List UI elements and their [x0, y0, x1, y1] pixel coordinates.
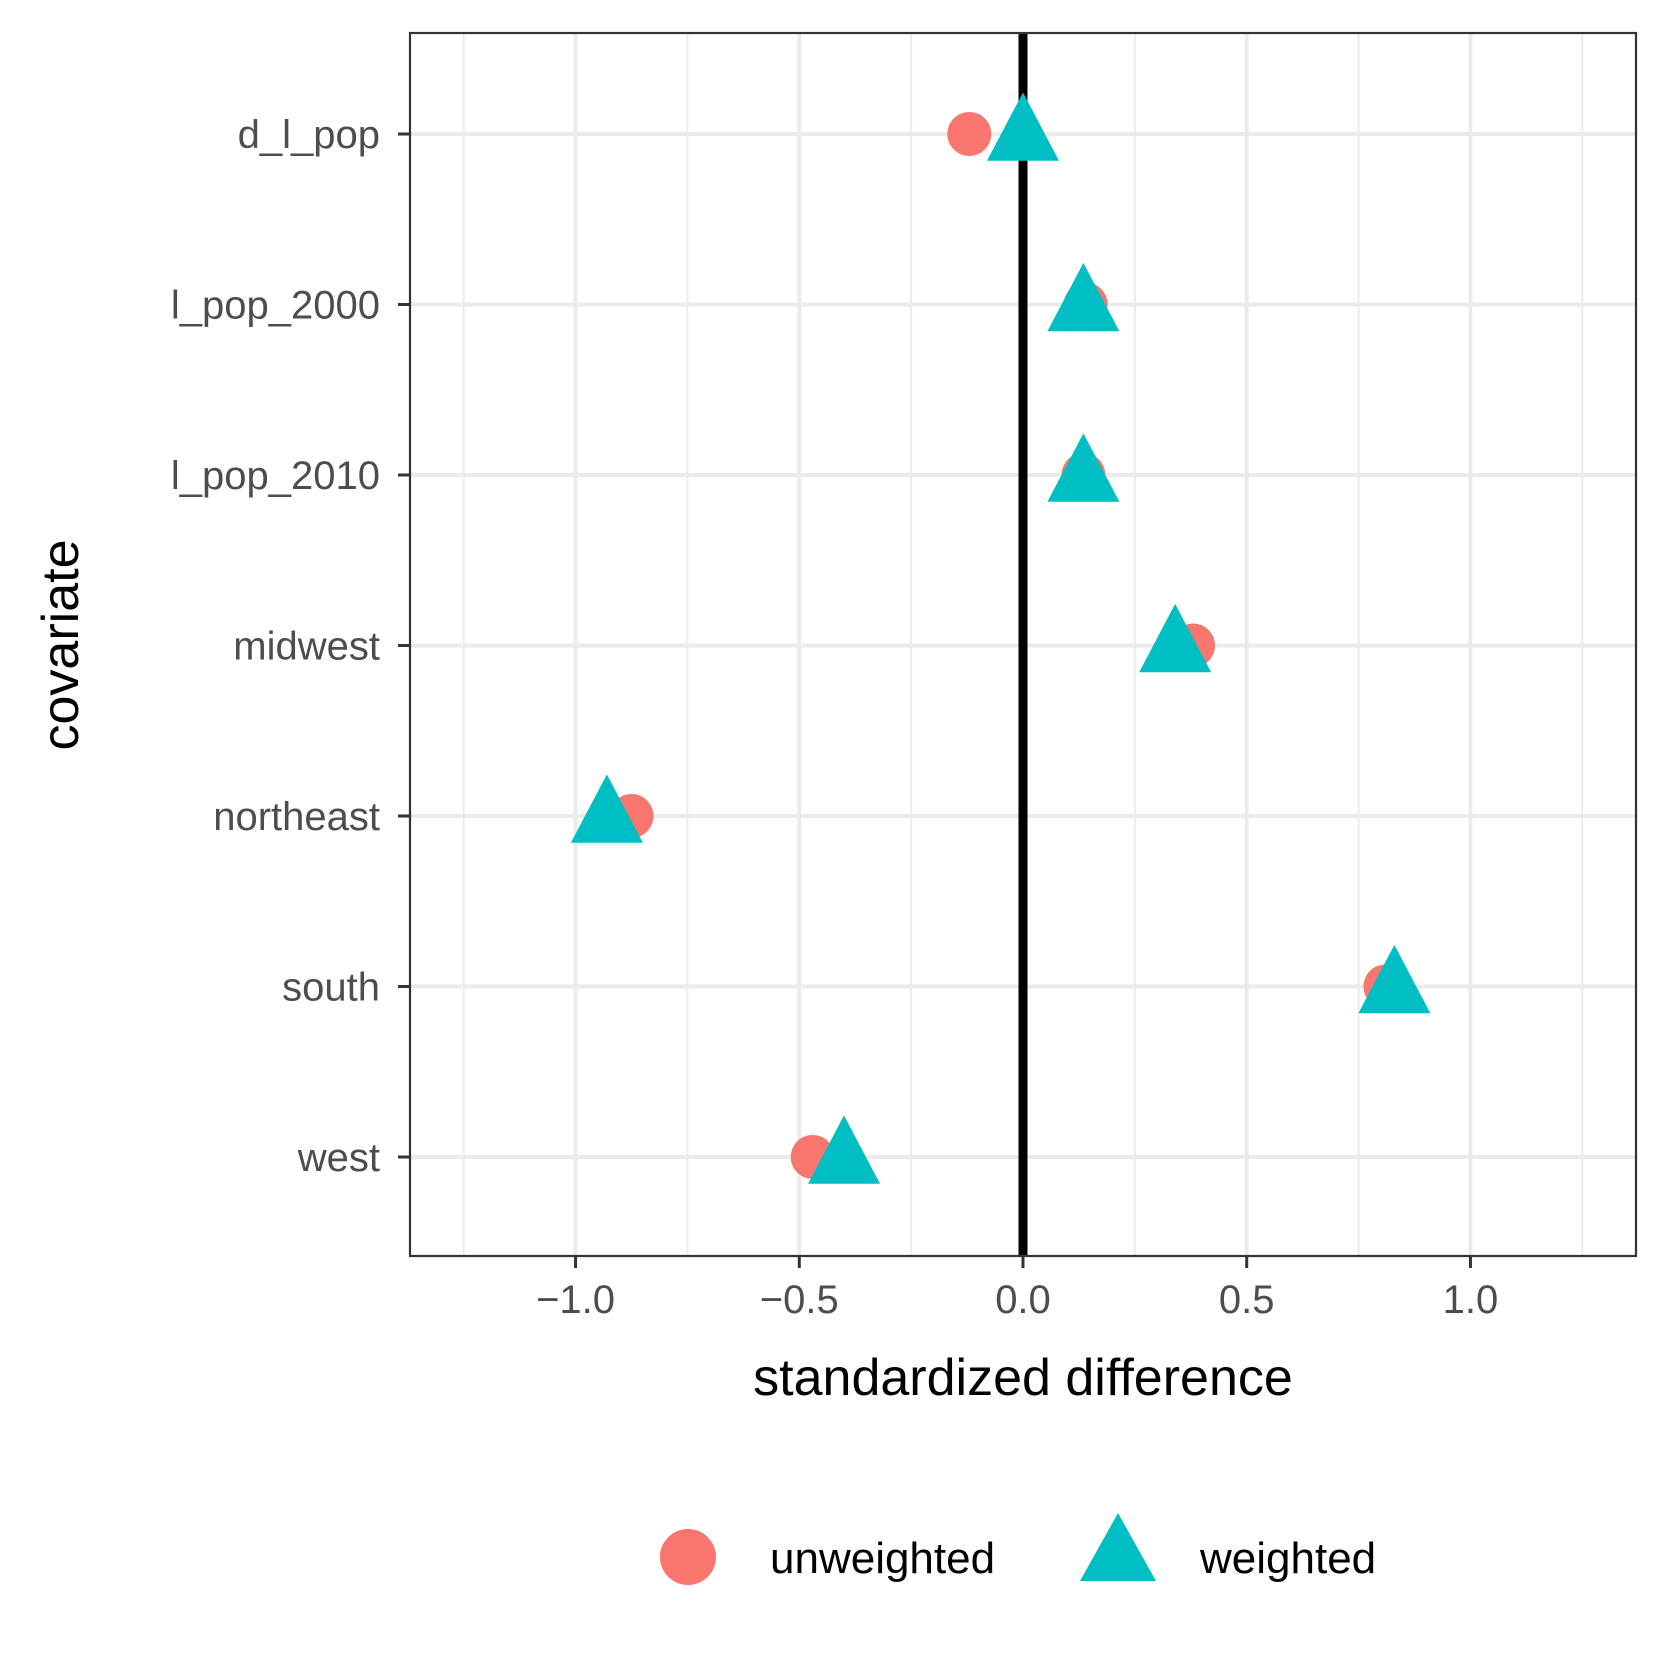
y-axis-title: covariate [32, 540, 90, 751]
point-weighted-northeast [570, 774, 643, 843]
point-weighted-l_pop_2000 [1047, 262, 1120, 332]
data-points [570, 92, 1431, 1184]
x-tick-label: −0.5 [760, 1278, 839, 1322]
x-axis-title: standardized difference [753, 1349, 1293, 1407]
point-weighted-d_l_pop [987, 92, 1059, 161]
x-tick-label: −1.0 [536, 1278, 615, 1322]
legend-label-unweighted: unweighted [770, 1534, 995, 1583]
y-tick-label: midwest [233, 625, 380, 669]
y-tick-label: d_l_pop [238, 113, 380, 157]
point-weighted-south [1358, 944, 1431, 1014]
y-tick-label: west [297, 1136, 380, 1180]
y-tick-label: l_pop_2000 [171, 284, 380, 328]
legend-key-unweighted [660, 1529, 716, 1585]
legend-label-weighted: weighted [1199, 1534, 1376, 1583]
legend: unweighted weighted [660, 1513, 1376, 1585]
legend-key-weighted [1080, 1513, 1156, 1581]
point-weighted-l_pop_2010 [1047, 433, 1120, 502]
y-tick-label: south [282, 966, 380, 1010]
point-weighted-west [808, 1115, 881, 1184]
point-weighted-midwest [1139, 603, 1212, 673]
x-tick-label: 0.0 [995, 1278, 1051, 1322]
point-unweighted-d_l_pop [947, 112, 992, 156]
x-axis: −1.0 −0.5 0.0 0.5 1.0 [536, 1256, 1498, 1322]
x-tick-label: 0.5 [1219, 1278, 1275, 1322]
y-tick-label: northeast [213, 795, 380, 839]
y-tick-label: l_pop_2010 [171, 454, 380, 498]
x-tick-label: 1.0 [1443, 1278, 1499, 1322]
